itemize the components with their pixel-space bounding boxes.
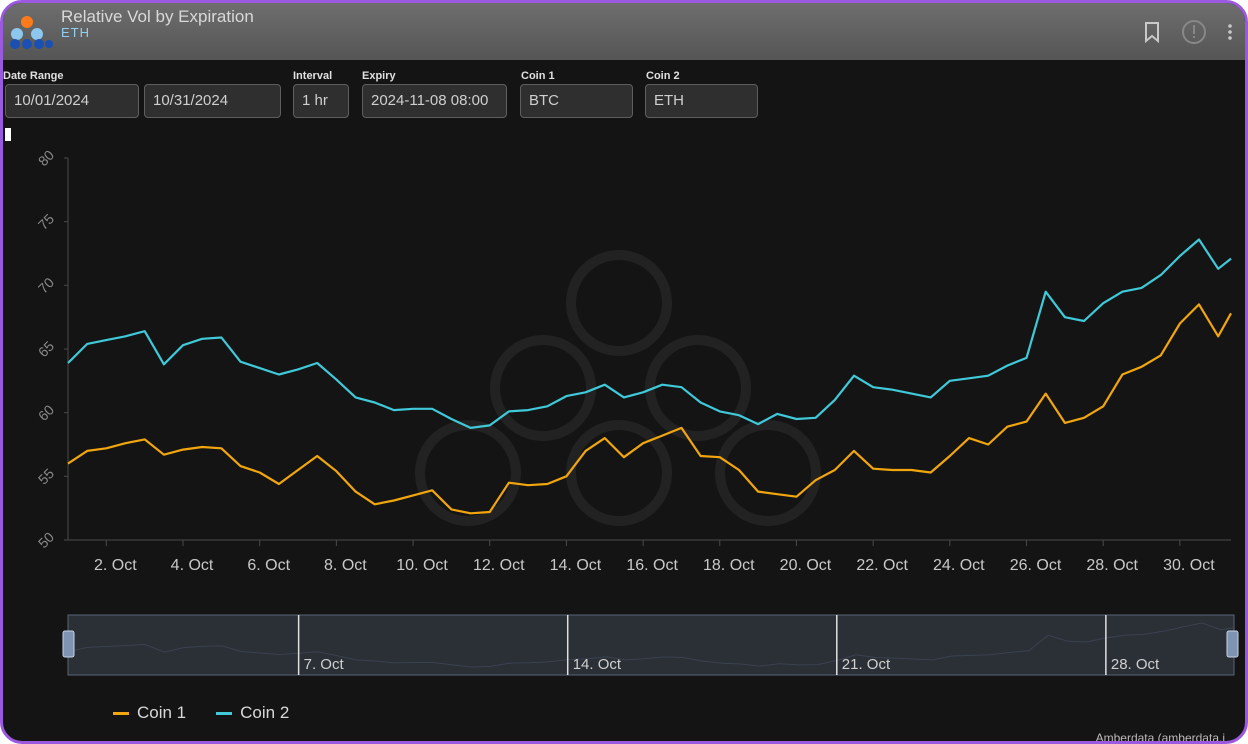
widget-subtitle: ETH [61, 25, 90, 40]
text-cursor [5, 128, 11, 141]
navigator-label: 7. Oct [304, 656, 345, 673]
bookmark-icon[interactable] [1143, 21, 1161, 48]
y-tick-label: 80 [35, 147, 57, 169]
line-chart: 50 55 60 65 70 75 80 2. Oct 4. Oct 6. Oct 8. Oct 10… [35, 147, 1239, 676]
y-tick-label: 55 [35, 465, 57, 487]
legend-item-coin2[interactable]: Coin 2 [216, 703, 289, 723]
x-tick-label: 18. Oct [703, 557, 755, 574]
navigator-series-line [67, 622, 1235, 668]
y-tick-label: 75 [35, 210, 57, 232]
x-tick-label: 22. Oct [856, 557, 908, 574]
legend-swatch-coin1 [113, 711, 129, 715]
y-tick-label: 50 [35, 529, 57, 551]
x-tick-label: 16. Oct [626, 557, 678, 574]
legend-label-coin1: Coin 1 [137, 703, 187, 722]
x-tick-label: 12. Oct [473, 557, 525, 574]
navigator-left-handle[interactable] [62, 630, 75, 658]
series-line-coin1[interactable] [67, 303, 1232, 515]
legend-swatch-coin2 [216, 711, 233, 715]
coin2-select[interactable]: ETH [645, 84, 758, 118]
expiry-label: Expiry [362, 70, 396, 82]
chart-legend: Coin 1 Coin 2 [113, 703, 289, 723]
x-tick-label: 14. Oct [550, 557, 602, 574]
series-line-coin2[interactable] [67, 238, 1232, 429]
coin1-select[interactable]: BTC [520, 84, 633, 118]
y-tick-label: 60 [35, 401, 57, 423]
x-tick-label: 20. Oct [780, 557, 832, 574]
x-tick-label: 8. Oct [324, 557, 367, 574]
date-start-input[interactable]: 10/01/2024 [5, 84, 139, 118]
expiry-select[interactable]: 2024-11-08 08:00 [362, 84, 507, 118]
y-tick-label: 65 [35, 338, 57, 360]
navigator-label: 21. Oct [842, 656, 891, 673]
chart-credit[interactable]: Amberdata (amberdata.i [1095, 731, 1225, 744]
legend-item-coin1[interactable]: Coin 1 [113, 703, 186, 723]
navigator-label: 28. Oct [1111, 656, 1160, 673]
more-vert-icon[interactable] [1227, 23, 1233, 48]
navigator-right-handle[interactable] [1226, 630, 1239, 658]
x-tick-label: 24. Oct [933, 557, 985, 574]
coin2-label: Coin 2 [646, 70, 680, 82]
info-icon[interactable] [1181, 19, 1207, 50]
navigator-track[interactable] [67, 614, 1235, 676]
widget-title: Relative Vol by Expiration [61, 7, 254, 26]
date-range-label: Date Range [3, 70, 64, 82]
title-bar: Relative Vol by Expiration ETH [3, 3, 1245, 60]
x-tick-label: 10. Oct [396, 557, 448, 574]
x-tick-label: 4. Oct [171, 557, 214, 574]
interval-select[interactable]: 1 hr [293, 84, 349, 118]
date-end-input[interactable]: 10/31/2024 [144, 84, 281, 118]
coin1-label: Coin 1 [521, 70, 555, 82]
x-tick-label: 28. Oct [1086, 557, 1138, 574]
legend-label-coin2: Coin 2 [240, 703, 290, 722]
x-tick-label: 26. Oct [1010, 557, 1062, 574]
x-tick-label: 6. Oct [247, 557, 290, 574]
amberdata-logo-icon [10, 16, 53, 49]
navigator-label: 14. Oct [573, 656, 622, 673]
x-tick-label: 2. Oct [94, 557, 137, 574]
y-tick-label: 70 [35, 274, 57, 296]
interval-label: Interval [293, 70, 333, 82]
watermark-logo [415, 250, 821, 526]
x-tick-label: 30. Oct [1163, 557, 1215, 574]
